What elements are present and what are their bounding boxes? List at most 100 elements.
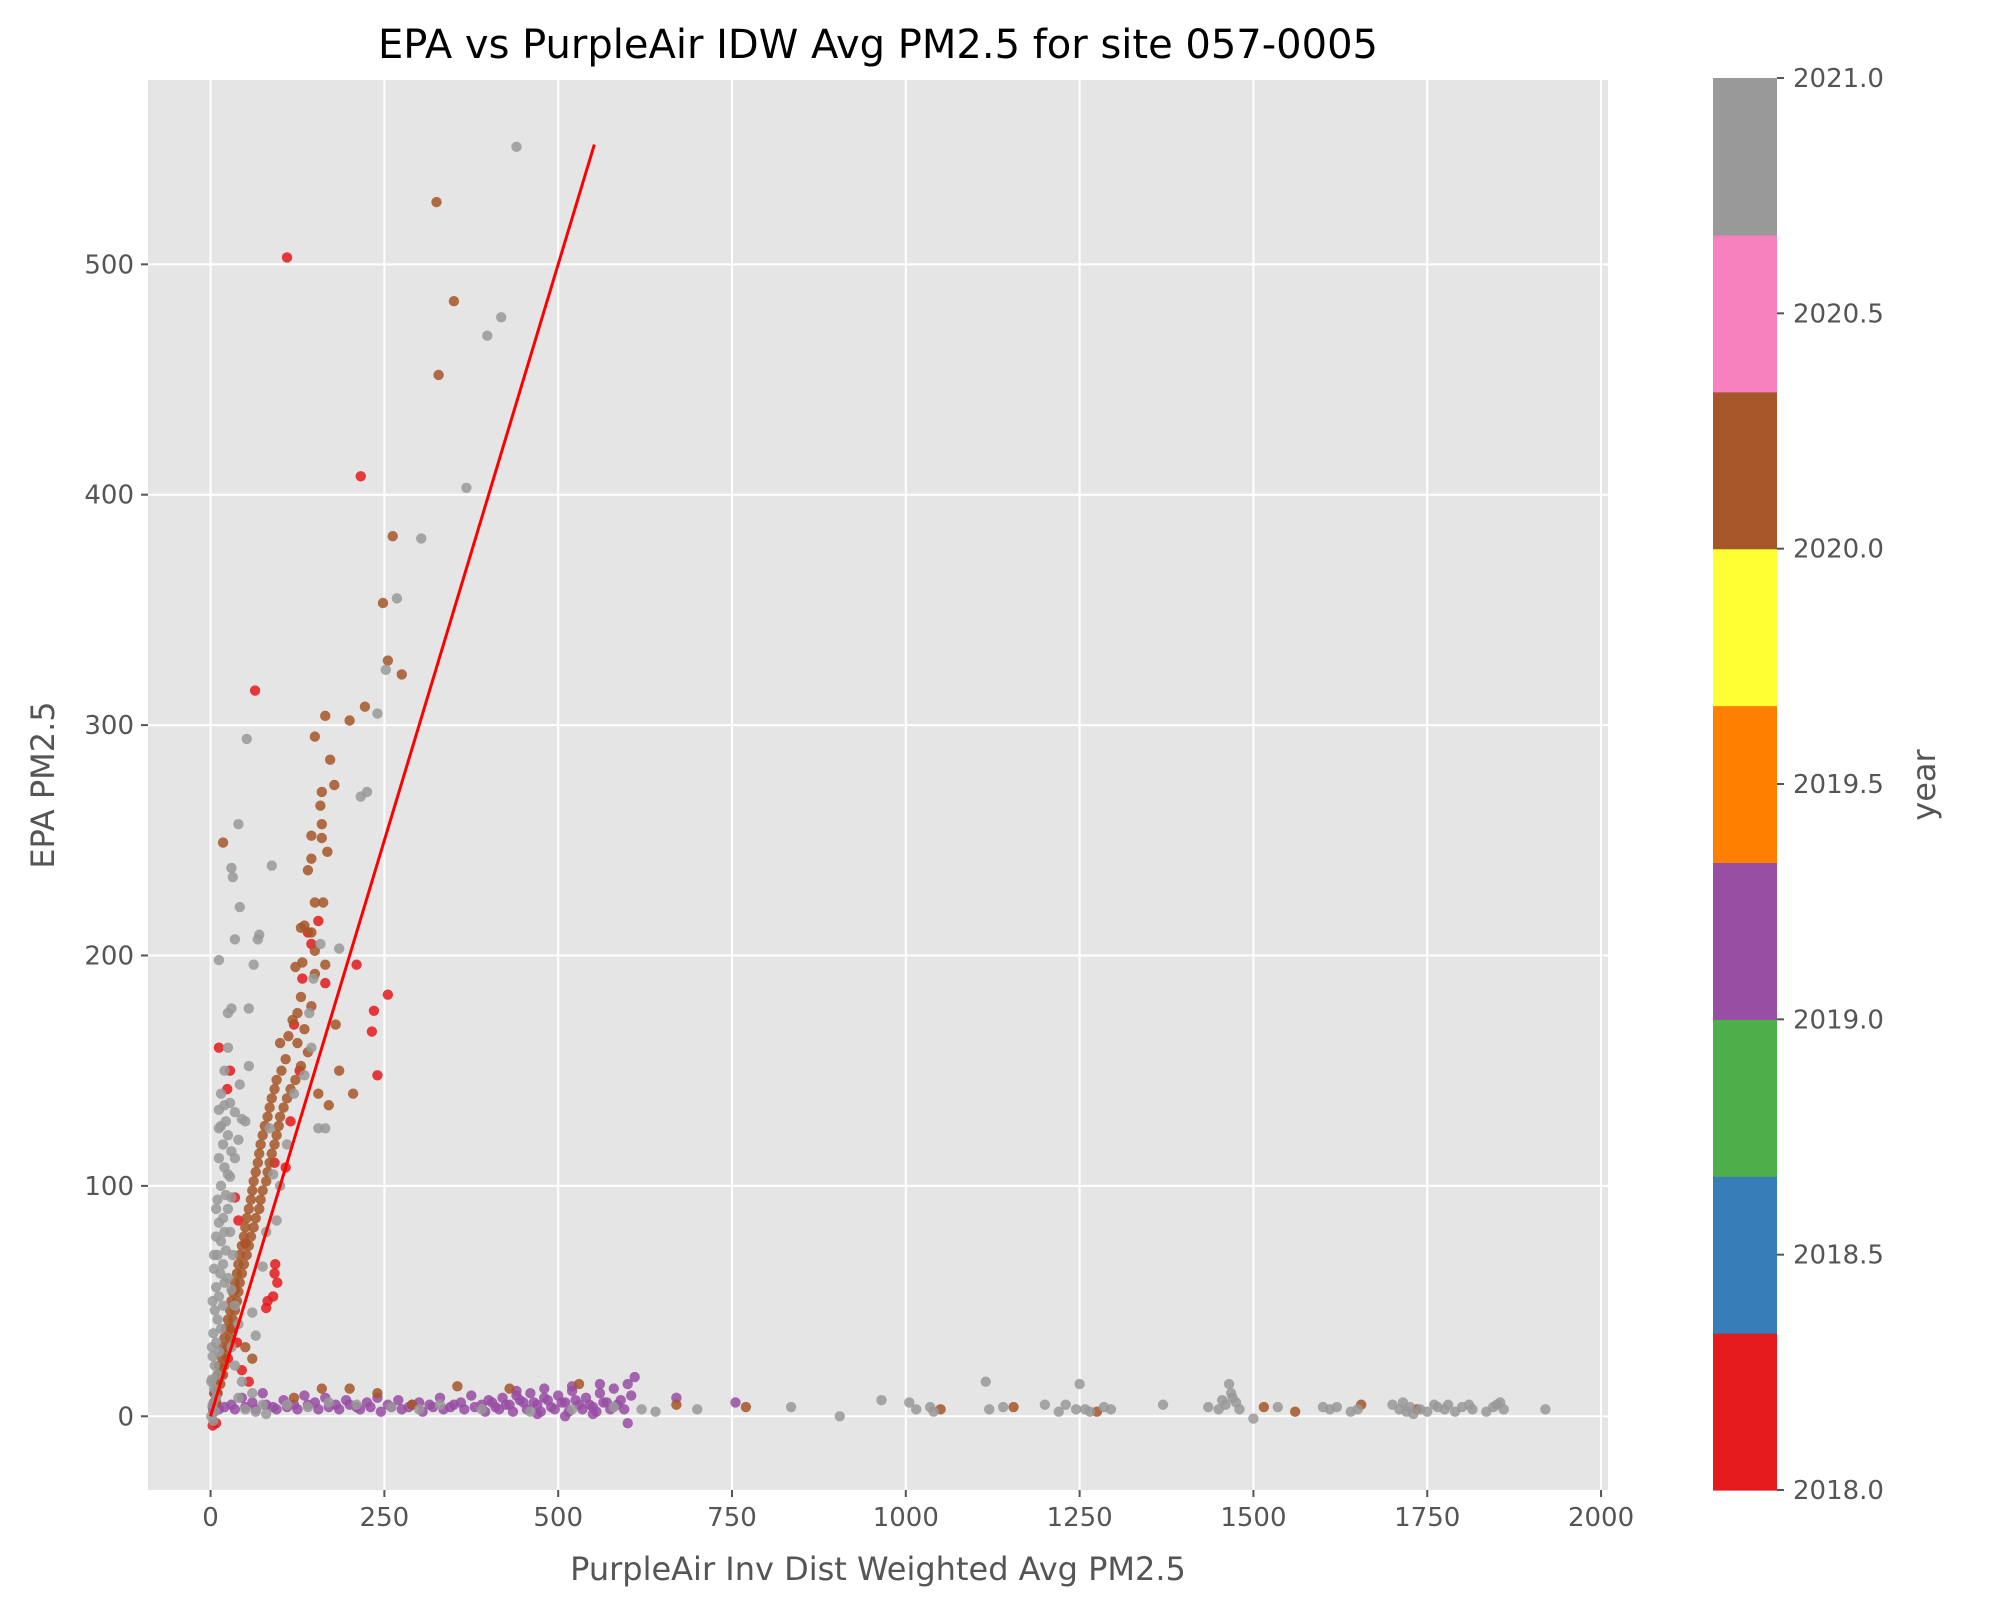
- data-point-2021: [229, 1300, 241, 1311]
- data-point-2020: [288, 1392, 300, 1404]
- data-point-2018: [272, 1277, 283, 1288]
- data-point-2020: [269, 1139, 280, 1150]
- data-point-2021: [1039, 1399, 1051, 1410]
- data-point-2020: [504, 1383, 515, 1394]
- data-point-2021: [413, 1404, 425, 1415]
- data-point-2019: [594, 1378, 606, 1390]
- data-point-2019: [396, 1404, 407, 1415]
- data-point-2018: [320, 977, 331, 989]
- data-point-2021: [226, 1192, 237, 1203]
- colorbar-tick-label: 2018.0: [1793, 1476, 1884, 1506]
- data-point-2020: [222, 1314, 234, 1325]
- data-point-2020: [264, 1157, 275, 1169]
- data-point-2018: [270, 1259, 281, 1270]
- data-point-2021: [250, 1406, 261, 1417]
- colorbar-tick-label: 2019.0: [1793, 1005, 1884, 1035]
- data-point-2021: [1442, 1399, 1454, 1410]
- data-point-2020: [309, 897, 321, 908]
- data-point-2021: [1223, 1378, 1235, 1390]
- data-point-2021: [1084, 1406, 1096, 1417]
- data-point-2021: [234, 901, 245, 913]
- data-point-2021: [206, 1341, 218, 1353]
- data-point-2021: [226, 1284, 237, 1295]
- data-point-2021: [834, 1411, 845, 1422]
- data-point-2020: [313, 1088, 324, 1099]
- data-point-2021: [210, 1203, 222, 1215]
- data-point-2020: [387, 530, 398, 542]
- data-point-2019: [598, 1397, 609, 1408]
- data-point-2019: [594, 1388, 606, 1399]
- data-point-2019: [556, 1397, 567, 1408]
- data-point-2021: [241, 733, 252, 745]
- data-point-2020: [322, 846, 333, 858]
- data-point-2020: [323, 1100, 334, 1111]
- data-point-2021: [1467, 1404, 1478, 1415]
- data-point-2021: [217, 1300, 229, 1311]
- data-point-2021: [222, 1203, 234, 1215]
- data-point-2018: [249, 685, 261, 696]
- x-tick-label: 1750: [1394, 1503, 1460, 1533]
- fit-line: [209, 144, 596, 1417]
- y-tick-label: 100: [84, 1172, 134, 1202]
- data-point-2018: [213, 1042, 225, 1053]
- data-point-2021: [212, 1314, 223, 1325]
- data-point-2020: [266, 1148, 277, 1159]
- data-point-2018: [285, 1116, 296, 1127]
- data-point-2019: [375, 1406, 387, 1417]
- data-point-2020: [320, 959, 331, 970]
- data-point-2019: [525, 1388, 536, 1399]
- colorbar-tick-label: 2021.0: [1793, 64, 1884, 94]
- data-point-2021: [208, 1249, 220, 1261]
- data-point-2020: [1289, 1406, 1301, 1417]
- y-tick-label: 200: [84, 941, 134, 971]
- data-point-2020: [359, 701, 371, 712]
- data-point-2021: [785, 1401, 797, 1413]
- data-point-2019: [539, 1383, 550, 1394]
- data-point-2020: [243, 1203, 255, 1215]
- data-point-2020: [245, 1194, 257, 1205]
- data-point-2019: [257, 1388, 268, 1399]
- data-point-2021: [1220, 1399, 1231, 1410]
- data-point-2021: [229, 934, 241, 945]
- data-point-2021: [692, 1404, 703, 1415]
- data-point-2019: [271, 1404, 282, 1415]
- data-point-2021: [248, 959, 259, 970]
- data-point-2021: [213, 1153, 225, 1164]
- data-point-2020: [315, 800, 326, 811]
- data-point-2021: [233, 1134, 244, 1146]
- data-point-2019: [542, 1394, 553, 1406]
- colorbar-segment: [1713, 862, 1777, 1020]
- data-point-2020: [333, 1065, 345, 1076]
- data-point-2020: [240, 1222, 251, 1233]
- data-point-2020: [257, 1129, 268, 1141]
- data-point-2020: [299, 1024, 310, 1035]
- data-point-2021: [227, 871, 239, 883]
- data-point-2021: [236, 1376, 248, 1387]
- data-point-2020: [240, 1341, 251, 1353]
- data-point-2021: [266, 860, 277, 871]
- data-point-2021: [928, 1406, 939, 1417]
- data-point-2020: [452, 1381, 463, 1392]
- data-point-2021: [222, 1042, 234, 1053]
- data-point-2020: [347, 1088, 359, 1099]
- chart-title: EPA vs PurpleAir IDW Avg PM2.5 for site …: [378, 22, 1378, 68]
- data-point-2021: [608, 1401, 620, 1413]
- data-point-2021: [222, 1272, 234, 1284]
- data-point-2019: [459, 1404, 470, 1415]
- colorbar-tick-label: 2020.0: [1793, 535, 1884, 565]
- data-point-2020: [318, 897, 329, 908]
- data-point-2021: [380, 664, 391, 676]
- data-point-2021: [299, 1070, 310, 1081]
- data-point-2020: [330, 1019, 341, 1030]
- data-point-2020: [262, 1111, 273, 1122]
- data-point-2020: [573, 1378, 585, 1390]
- data-point-2021: [434, 1399, 446, 1410]
- data-point-2021: [315, 938, 326, 950]
- data-point-2018: [366, 1026, 378, 1037]
- data-point-2021: [267, 1169, 279, 1180]
- data-point-2021: [1498, 1404, 1509, 1415]
- data-point-2020: [1008, 1401, 1019, 1413]
- data-point-2020: [233, 1259, 244, 1270]
